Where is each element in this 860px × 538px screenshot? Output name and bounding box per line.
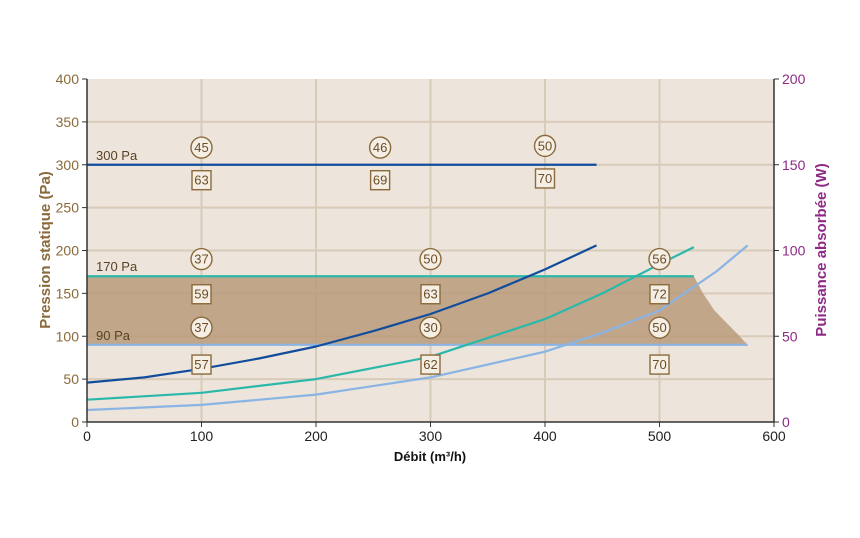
y-tick-label-right: 100 [782,243,806,259]
y-tick-label-right: 0 [782,414,790,430]
power-curve [86,246,695,401]
y-tick-label-left: 200 [56,243,80,259]
marker-circle [190,247,213,271]
marker-value: 62 [423,357,437,372]
marker-circle [648,316,671,339]
marker-circle [190,136,213,159]
marker-value: 30 [423,320,437,335]
x-tick-label: 600 [762,428,786,444]
marker-value: 50 [538,138,552,153]
marker-square [649,284,670,305]
marker-square [191,354,212,375]
marker-square [649,354,670,375]
axes [82,78,779,427]
x-tick-label: 500 [648,428,672,444]
x-tick-label: 300 [419,428,443,444]
y-tick-label-left: 400 [56,71,80,87]
marker-value: 37 [194,320,208,335]
y-tick-label-right: 200 [782,71,806,87]
marker-value: 70 [538,171,552,186]
x-tick-label: 200 [304,428,328,444]
marker-circle [419,316,442,339]
marker-value: 50 [652,320,666,335]
power-curve [86,244,597,384]
marker-circle [190,316,213,339]
marker-value: 63 [423,287,437,302]
marker-value: 72 [652,287,666,302]
y-tick-label-left: 350 [56,114,80,130]
y-axis-label-left: Pression statique (Pa) [37,171,54,329]
y-tick-label-left: 50 [63,371,79,387]
marker-value: 59 [194,287,208,302]
marker-circle [419,247,442,271]
y-tick-label-left: 100 [56,328,80,344]
marker-circle [533,134,557,158]
marker-value: 57 [194,357,208,372]
y-tick-label-left: 250 [56,200,80,216]
marker-value: 69 [373,173,387,188]
power-curves [86,244,749,412]
marker-value: 70 [652,357,666,372]
x-tick-label: 400 [533,428,557,444]
operating-area [87,276,748,345]
marker-square [369,169,391,191]
marker-square [420,354,441,375]
y-tick-label-left: 300 [56,157,80,173]
marker-value: 46 [373,140,387,155]
marker-value: 56 [652,252,666,267]
y-tick-label-right: 150 [782,157,806,173]
x-tick-label: 100 [190,428,214,444]
y-tick-label-left: 0 [71,414,79,430]
pressure-level-lines: 300 Pa 170 Pa 90 Pa [87,148,748,346]
marker-square [420,284,441,305]
pressure-label: 300 Pa [96,148,138,163]
marker-value: 45 [194,140,208,155]
marker-value: 37 [194,252,208,267]
marker-square [191,169,212,191]
y-tick-label-left: 150 [56,285,80,301]
power-curve [86,244,749,412]
tick-labels: 0 100 200 300 400 500 600050100150200250300350… [56,71,806,444]
marker-square [534,168,556,189]
y-axis-label-right: Puissance absorbée (W) [813,163,830,336]
marker-circle [648,247,671,271]
markers: 45 46 50 63 69 70 37 50 56 59 63 72 37 30 50 57 62 70 [190,134,671,375]
pressure-label: 170 Pa [96,259,138,274]
x-tick-label: 0 [83,428,91,444]
marker-value: 50 [423,252,437,267]
marker-circle [368,136,392,159]
y-tick-label-right: 50 [782,328,798,344]
pressure-label: 90 Pa [96,328,131,343]
marker-value: 63 [194,173,208,188]
x-axis-label: Débit (m³/h) [394,449,466,464]
marker-square [191,284,212,305]
